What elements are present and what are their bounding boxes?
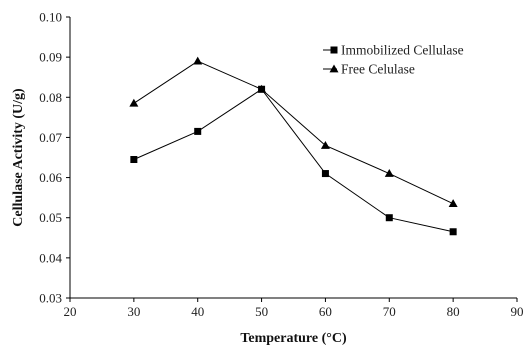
data-point — [129, 98, 139, 107]
y-axis-title: Cellulase Activity (U/g) — [11, 88, 26, 227]
x-tick-label: 50 — [255, 304, 268, 319]
y-tick-label: 0.08 — [39, 90, 62, 105]
series-layer — [129, 56, 458, 236]
y-tick-label: 0.05 — [39, 210, 62, 225]
y-tick-label: 0.03 — [39, 291, 62, 306]
y-axis-ticks: 0.03 0.04 0.05 0.06 0.07 0.08 0.09 0.10 — [39, 10, 70, 306]
series-square — [130, 85, 457, 236]
x-tick-label: 20 — [64, 304, 77, 319]
data-point — [449, 228, 457, 236]
data-point — [193, 56, 203, 65]
x-tick-label: 80 — [447, 304, 460, 319]
x-tick-label: 90 — [511, 304, 524, 319]
y-tick-label: 0.06 — [39, 170, 62, 185]
x-tick-label: 40 — [191, 304, 204, 319]
x-tick-label: 30 — [127, 304, 140, 319]
y-tick-label: 0.10 — [39, 10, 62, 25]
x-tick-label: 70 — [383, 304, 396, 319]
series-line — [133, 60, 454, 205]
legend-label: Free Celulase — [341, 62, 415, 77]
legend-marker — [329, 64, 339, 73]
y-tick-label: 0.09 — [39, 50, 62, 65]
data-point — [130, 156, 138, 164]
series-triangle — [129, 56, 458, 208]
data-point — [385, 214, 393, 222]
legend-marker — [330, 46, 338, 54]
legend-item: Free Celulase — [323, 62, 415, 77]
data-point — [257, 84, 267, 93]
data-point — [448, 199, 458, 208]
data-point — [194, 127, 202, 135]
x-axis-title: Temperature (°C) — [240, 331, 347, 346]
x-tick-label: 60 — [319, 304, 332, 319]
data-point — [321, 170, 329, 178]
y-tick-label: 0.04 — [39, 250, 62, 265]
data-point — [384, 169, 394, 177]
legend: Immobilized Cellulase Free Celulase — [323, 43, 464, 77]
data-point — [320, 140, 330, 149]
x-axis-ticks: 20 30 40 50 60 70 80 90 — [64, 298, 524, 319]
legend-item: Immobilized Cellulase — [323, 43, 464, 58]
y-tick-label: 0.07 — [39, 130, 62, 145]
legend-label: Immobilized Cellulase — [341, 43, 464, 58]
series-line — [133, 88, 454, 233]
